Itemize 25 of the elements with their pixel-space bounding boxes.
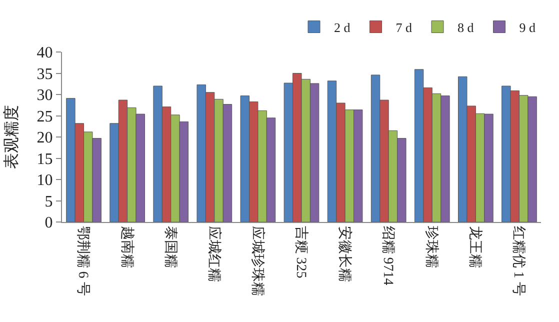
legend-label: 7 d <box>396 20 412 35</box>
x-tick-label: 绍糯 9714 <box>380 226 396 286</box>
x-tick-label: 应城珍珠糯 <box>249 226 266 296</box>
x-tick-label: 鄂荆糯 6 号 <box>75 226 92 296</box>
y-tick-label: 35 <box>36 66 53 83</box>
x-tick-label: 红糯优 1 号 <box>510 226 527 296</box>
y-tick-label: 0 <box>44 214 53 232</box>
legend-label: 9 d <box>519 20 536 35</box>
y-tick-label: 15 <box>36 150 53 168</box>
y-tick-label: 25 <box>36 108 53 126</box>
legend-label: 2 d <box>334 20 351 35</box>
legend-label: 8 d <box>458 20 474 35</box>
y-tick-label: 10 <box>36 172 53 190</box>
x-tick-label: 安徽长糯 <box>336 226 352 282</box>
y-tick-label: 40 <box>36 44 53 62</box>
x-tick-label: 泰国糯 <box>162 226 178 268</box>
y-tick-label: 30 <box>36 87 53 104</box>
x-tick-label: 龙王糯 <box>467 226 484 268</box>
x-tick-label: 越南糯 <box>118 226 135 268</box>
x-tick-label: 珍珠糯 <box>424 226 440 268</box>
x-tick-label: 应城红糯 <box>206 226 222 282</box>
x-tick-label: 吉粳 325 <box>292 226 309 278</box>
y-tick-label: 20 <box>36 130 53 147</box>
y-axis-title: 表观糯度 <box>2 105 21 169</box>
y-tick-label: 5 <box>44 193 53 210</box>
